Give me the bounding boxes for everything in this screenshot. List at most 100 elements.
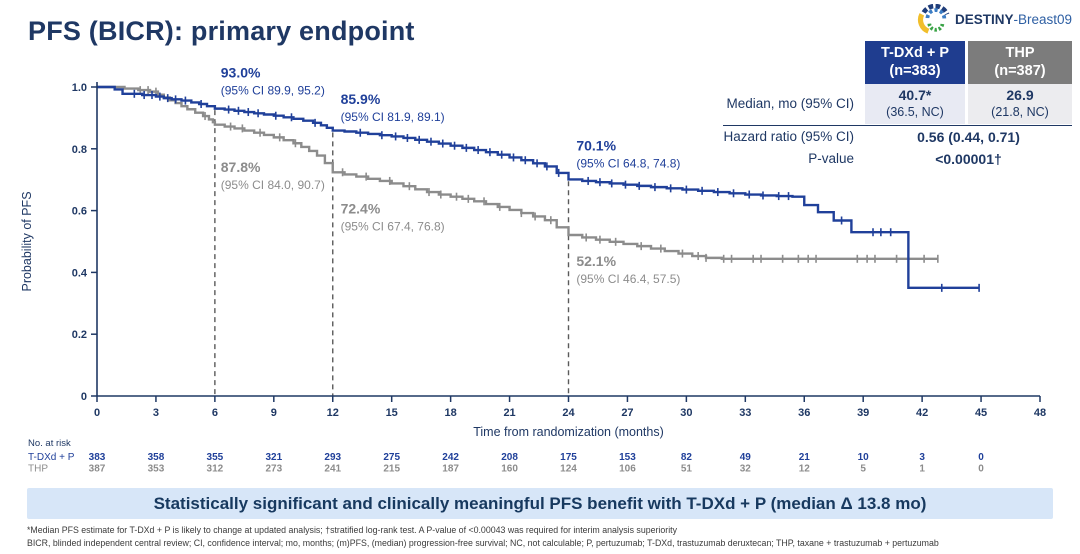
study-logo-icon <box>917 4 950 34</box>
at-risk-value: 0 <box>978 452 984 463</box>
at-risk-value: 21 <box>799 452 811 463</box>
at-risk-value: 49 <box>740 452 752 463</box>
y-axis-title: Probability of PFS <box>20 191 34 291</box>
at-risk-value: 353 <box>148 464 165 475</box>
at-risk-value: 12 <box>799 464 811 475</box>
results-col-n-thp: (n=387) <box>994 63 1046 80</box>
x-tick-label: 39 <box>857 407 869 419</box>
footnote-line-1: *Median PFS estimate for T-DXd + P is li… <box>27 525 677 535</box>
results-col-name-tdxd: T-DXd + P <box>880 45 950 61</box>
y-tick-label: 0.6 <box>72 206 87 218</box>
y-tick-label: 0.8 <box>72 144 87 156</box>
study-logo: DESTINY-Breast09 <box>917 4 1072 34</box>
results-table-rule <box>723 124 1072 126</box>
x-tick-label: 36 <box>798 407 810 419</box>
study-name-rest: -Breast09 <box>1013 11 1072 27</box>
milestone-ci-label: (95% CI 67.4, 76.8) <box>341 220 445 234</box>
y-tick-label: 0.2 <box>72 329 87 341</box>
milestone-ci-label: (95% CI 84.0, 90.7) <box>221 178 325 192</box>
at-risk-value: 321 <box>265 452 282 463</box>
at-risk-value: 208 <box>501 452 518 463</box>
at-risk-value: 124 <box>560 464 577 475</box>
y-tick-label: 0.4 <box>72 267 88 279</box>
footnote-line-2: BICR, blinded independent central review… <box>27 537 939 548</box>
milestone-ci-label: (95% CI 81.9, 89.1) <box>341 110 445 124</box>
at-risk-value: 241 <box>324 464 341 475</box>
at-risk-value: 160 <box>501 464 518 475</box>
milestone-ci-label: (95% CI 46.4, 57.5) <box>576 272 680 286</box>
at-risk-value: 106 <box>619 464 636 475</box>
x-tick-label: 15 <box>386 407 398 419</box>
milestone-ci-label: (95% CI 89.9, 95.2) <box>221 84 325 98</box>
at-risk-value: 32 <box>740 464 752 475</box>
x-tick-label: 33 <box>739 407 751 419</box>
x-tick-label: 6 <box>212 407 218 419</box>
hazard-ratio-value: 0.56 (0.44, 0.71) <box>917 128 1020 145</box>
milestone-pct-label: 85.9% <box>341 91 381 107</box>
x-tick-label: 9 <box>271 407 277 419</box>
x-tick-label: 24 <box>562 407 575 419</box>
x-tick-label: 30 <box>680 407 692 419</box>
x-tick-label: 0 <box>94 407 100 419</box>
at-risk-value: 187 <box>442 464 459 475</box>
median-value-tdxd: 40.7* (36.5, NC) <box>865 84 965 124</box>
at-risk-value: 51 <box>681 464 693 475</box>
footnotes: *Median PFS estimate for T-DXd + P is li… <box>27 524 1060 550</box>
at-risk-value: 275 <box>383 452 400 463</box>
results-col-n-tdxd: (n=383) <box>889 63 941 80</box>
study-logo-text: DESTINY-Breast09 <box>955 12 1072 27</box>
km-curve-T-DXd + P <box>97 85 980 290</box>
at-risk-value: 1 <box>919 464 925 475</box>
results-col-name-thp: THP <box>1005 45 1035 61</box>
at-risk-value: 242 <box>442 452 459 463</box>
at-risk-value: 175 <box>560 452 577 463</box>
at-risk-value: 358 <box>148 452 165 463</box>
km-curve-THP <box>97 85 938 261</box>
x-tick-label: 18 <box>445 407 457 419</box>
at-risk-value: 383 <box>89 452 106 463</box>
conclusion-banner: Statistically significant and clinically… <box>27 488 1053 519</box>
x-tick-label: 48 <box>1034 407 1046 419</box>
x-tick-label: 3 <box>153 407 159 419</box>
at-risk-value: 312 <box>207 464 224 475</box>
at-risk-value: 3 <box>919 452 925 463</box>
at-risk-value: 5 <box>860 464 866 475</box>
results-header-spacer <box>723 41 862 84</box>
milestone-pct-label: 93.0% <box>221 65 261 81</box>
at-risk-value: 387 <box>89 464 106 475</box>
at-risk-value: 215 <box>383 464 400 475</box>
y-tick-label: 1.0 <box>72 82 87 94</box>
at-risk-row-label: THP <box>28 464 48 475</box>
at-risk-value: 293 <box>324 452 341 463</box>
median-value-thp: 26.9 (21.8, NC) <box>968 84 1072 124</box>
x-tick-label: 42 <box>916 407 928 419</box>
pvalue-value: <0.00001† <box>935 150 1002 167</box>
x-tick-label: 12 <box>327 407 339 419</box>
milestone-ci-label: (95% CI 64.8, 74.8) <box>576 156 680 170</box>
at-risk-value: 82 <box>681 452 693 463</box>
results-table: T-DXd + P (n=383) THP (n=387) Median, mo… <box>723 41 1072 170</box>
median-row-label: Median, mo (95% CI) <box>726 96 854 112</box>
page-title: PFS (BICR): primary endpoint <box>28 16 415 46</box>
at-risk-value: 355 <box>207 452 224 463</box>
hazard-row-label: Hazard ratio (95% CI) <box>723 128 854 144</box>
at-risk-value: 153 <box>619 452 636 463</box>
x-tick-label: 27 <box>621 407 633 419</box>
x-tick-label: 45 <box>975 407 987 419</box>
pvalue-row-label: P-value <box>808 150 854 166</box>
milestone-pct-label: 70.1% <box>576 137 616 153</box>
at-risk-value: 10 <box>858 452 870 463</box>
x-axis-title: Time from randomization (months) <box>473 425 664 439</box>
results-col-header-tdxd: T-DXd + P (n=383) <box>865 41 965 85</box>
y-tick-label: 0 <box>81 391 87 403</box>
milestone-pct-label: 72.4% <box>341 201 381 217</box>
at-risk-row-label: T-DXd + P <box>28 452 75 463</box>
milestone-pct-label: 52.1% <box>576 253 616 269</box>
milestone-pct-label: 87.8% <box>221 159 261 175</box>
study-name-bold: DESTINY <box>954 11 1014 27</box>
results-col-header-thp: THP (n=387) <box>968 41 1072 85</box>
x-tick-label: 21 <box>503 407 515 419</box>
at-risk-header: No. at risk <box>28 438 71 449</box>
at-risk-value: 273 <box>265 464 282 475</box>
